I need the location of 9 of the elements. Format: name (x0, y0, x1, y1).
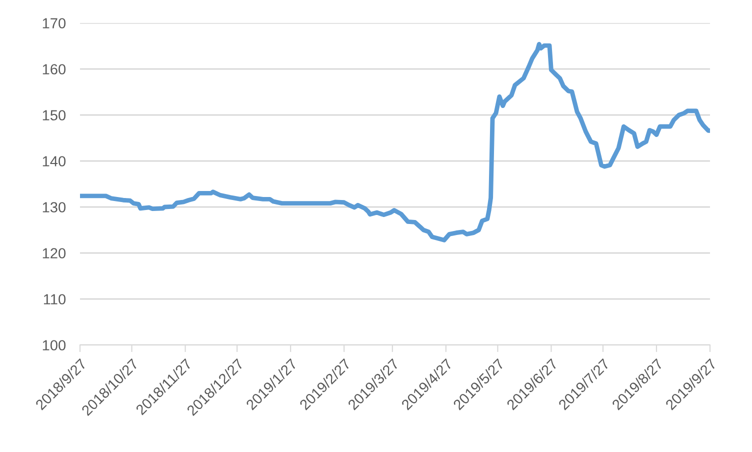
y-tick-label: 130 (42, 202, 66, 212)
y-tick-label: 110 (44, 294, 66, 304)
y-tick-label: 170 (42, 18, 66, 28)
y-tick-label: 160 (42, 64, 66, 74)
y-tick-label: 140 (42, 156, 66, 166)
line-series (80, 42, 710, 242)
y-tick-label: 150 (42, 110, 66, 120)
y-tick-label: 120 (42, 248, 66, 258)
y-tick-label: 100 (42, 340, 66, 350)
